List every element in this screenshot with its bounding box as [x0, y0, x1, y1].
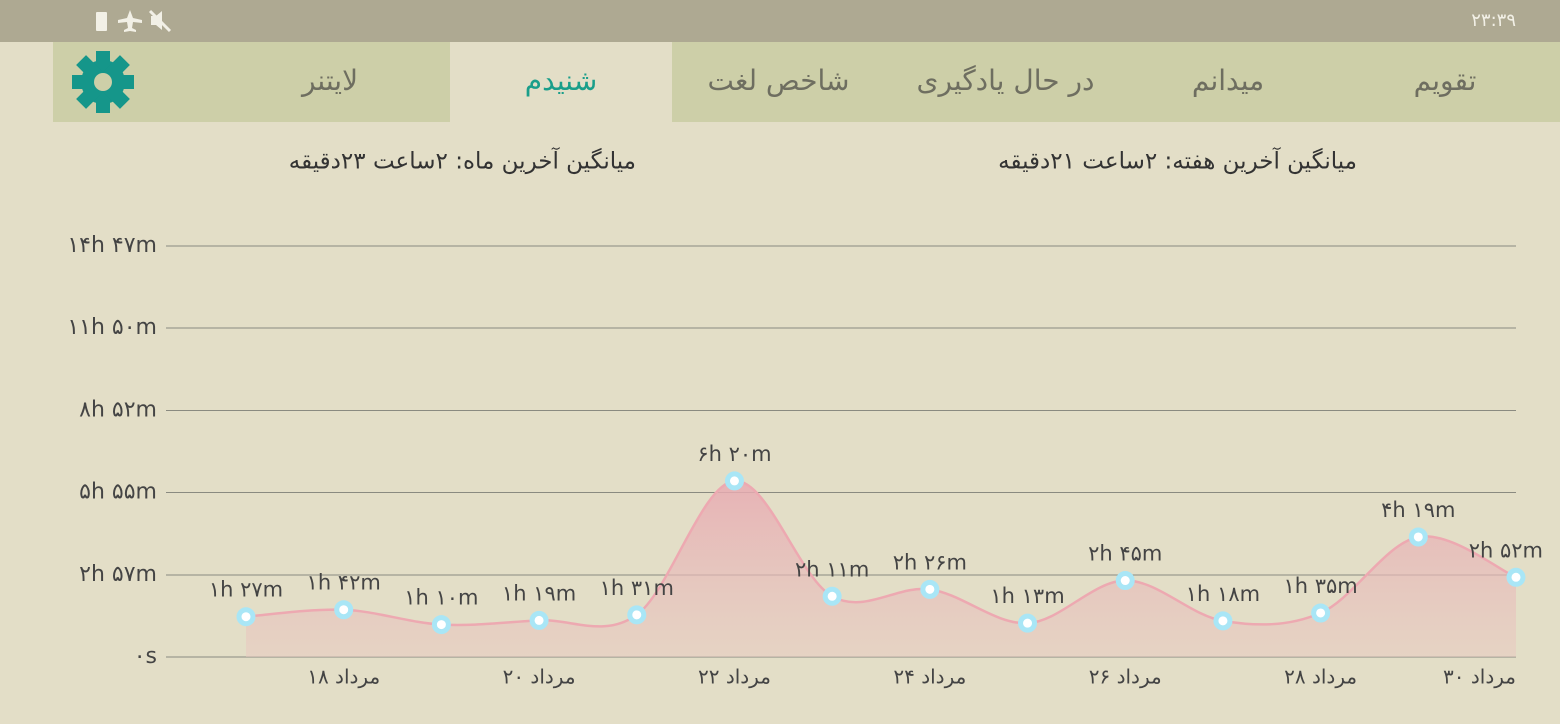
x-tick-label: ۳۰ مرداد	[1443, 665, 1516, 689]
data-point	[1018, 613, 1038, 633]
tab-label: در حال یادگیری	[917, 64, 1095, 97]
tab-label: تقویم	[1414, 64, 1477, 97]
data-point	[724, 471, 744, 491]
x-tick-label: ۲۲ مرداد	[698, 665, 771, 689]
x-tick-label: ۱۸ مرداد	[307, 665, 380, 689]
data-label: ۱h ۲۷m	[209, 578, 283, 602]
data-point	[431, 615, 451, 635]
settings-button[interactable]	[72, 51, 134, 113]
data-point	[236, 607, 256, 627]
data-point	[1115, 571, 1135, 591]
data-point	[1506, 567, 1526, 587]
x-tick-label: ۲۴ مرداد	[893, 665, 966, 689]
data-point	[1213, 611, 1233, 631]
data-label: ۲h ۴۵m	[1088, 542, 1162, 566]
tab[interactable]: لایتنر	[300, 64, 358, 97]
status-bar	[0, 0, 1560, 42]
data-label: ۱h ۱۰m	[404, 586, 478, 610]
data-label: ۲h ۱۱m	[795, 557, 869, 581]
y-tick-label: ۱۱h ۵۰m	[67, 315, 157, 340]
month-average: میانگین آخرین ماه: ۲ساعت ۲۳دقیقه	[289, 147, 636, 175]
tab[interactable]: میدانم	[1192, 64, 1264, 97]
status-icons	[96, 9, 172, 33]
data-point	[1311, 603, 1331, 623]
data-label: ۶h ۲۰m	[697, 442, 771, 466]
x-tick-label: ۲۰ مرداد	[503, 665, 576, 689]
status-time: ۲۳:۳۹	[1471, 10, 1516, 31]
tab-label: میدانم	[1192, 64, 1264, 97]
data-label: ۱h ۴۲m	[307, 571, 381, 595]
tab[interactable]: تقویم	[1414, 64, 1477, 97]
tab-label: شنیدم	[525, 64, 597, 97]
week-average: میانگین آخرین هفته: ۲ساعت ۲۱دقیقه	[998, 147, 1357, 175]
tab[interactable]: در حال یادگیری	[917, 64, 1095, 97]
tab-label: لایتنر	[300, 64, 358, 97]
y-tick-label: ۰s	[134, 644, 157, 669]
x-tick-label: ۲۶ مرداد	[1089, 665, 1162, 689]
data-point	[1408, 527, 1428, 547]
y-tick-label: ۲h ۵۷m	[79, 562, 157, 587]
tab-active-bg	[450, 42, 672, 122]
data-label: ۲h ۲۶m	[893, 550, 967, 574]
y-tick-label: ۸h ۵۲m	[79, 397, 157, 422]
y-tick-label: ۵h ۵۵m	[79, 480, 157, 505]
tab[interactable]: شنیدم	[450, 42, 672, 122]
data-point	[529, 610, 549, 630]
data-label: ۱h ۱۸m	[1186, 582, 1260, 606]
tab[interactable]: شاخص لغت	[707, 64, 849, 97]
data-label: ۱h ۳۵m	[1283, 574, 1357, 598]
data-label: ۱h ۱۹m	[502, 581, 576, 605]
tab-label: شاخص لغت	[707, 64, 849, 97]
data-label: ۴h ۱۹m	[1381, 498, 1455, 522]
x-tick-label: ۲۸ مرداد	[1284, 665, 1357, 689]
data-point	[822, 586, 842, 606]
data-label: ۱h ۳۱m	[600, 576, 674, 600]
data-label: ۱h ۱۳m	[990, 584, 1064, 608]
y-tick-label: ۱۴h ۴۷m	[67, 233, 157, 258]
data-label: ۲h ۵۲m	[1469, 538, 1543, 562]
data-point	[334, 600, 354, 620]
data-point	[920, 579, 940, 599]
data-point	[627, 605, 647, 625]
tab-bar	[53, 42, 1560, 122]
